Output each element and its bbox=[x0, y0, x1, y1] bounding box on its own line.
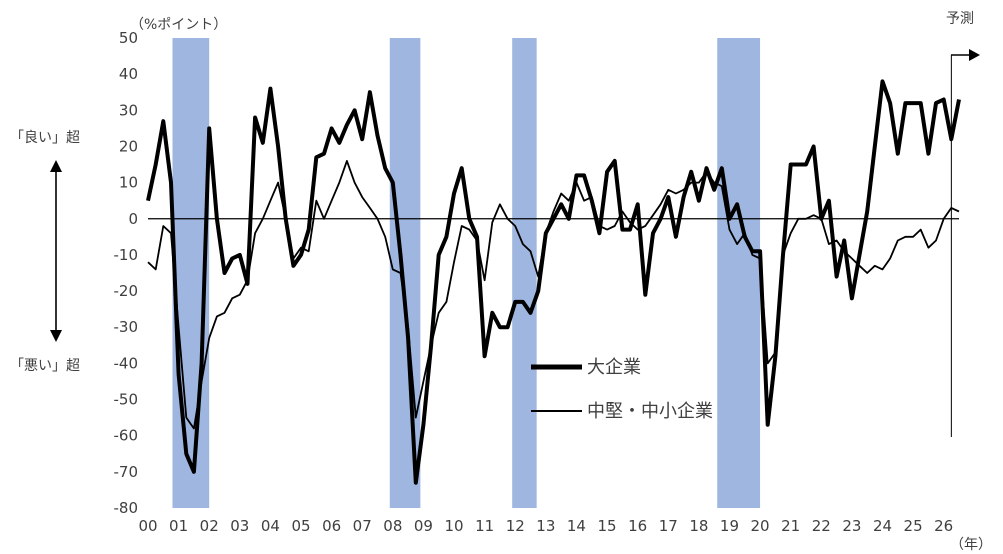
x-tick-label: 19 bbox=[720, 517, 739, 535]
x-tick-label: 17 bbox=[659, 517, 678, 535]
x-tick-label: 06 bbox=[322, 517, 341, 535]
recession-band-1 bbox=[389, 38, 421, 508]
x-tick-label: 22 bbox=[812, 517, 831, 535]
y-tick-label: 30 bbox=[119, 101, 138, 119]
x-tick-label: 20 bbox=[751, 517, 770, 535]
y-tick-label: -20 bbox=[114, 282, 139, 300]
x-tick-label: 16 bbox=[628, 517, 647, 535]
x-tick-label: 12 bbox=[506, 517, 525, 535]
x-tick-label: 00 bbox=[138, 517, 157, 535]
x-tick-label: 05 bbox=[291, 517, 310, 535]
x-tick-label: 07 bbox=[353, 517, 372, 535]
x-tick-label: 21 bbox=[781, 517, 800, 535]
x-tick-label: 15 bbox=[598, 517, 617, 535]
x-tick-label: 10 bbox=[444, 517, 463, 535]
y-tick-label: -70 bbox=[114, 463, 139, 481]
x-tick-label: 13 bbox=[536, 517, 555, 535]
series-line-mid-small bbox=[147, 160, 960, 430]
x-tick-label: 24 bbox=[873, 517, 892, 535]
y-tick-label: -10 bbox=[114, 246, 139, 264]
y-tick-label: 0 bbox=[128, 210, 138, 228]
recession-shading bbox=[172, 38, 761, 508]
y-tick-label: -80 bbox=[114, 499, 139, 517]
x-tick-label: 11 bbox=[475, 517, 494, 535]
x-tick-label: 18 bbox=[689, 517, 708, 535]
y-tick-label: -50 bbox=[114, 391, 139, 409]
series-lines bbox=[146, 79, 961, 485]
y-tick-label: 40 bbox=[119, 65, 138, 83]
x-tick-label: 04 bbox=[261, 517, 280, 535]
side-label-good: 「良い」超 bbox=[10, 130, 80, 146]
x-tick-label: 02 bbox=[200, 517, 219, 535]
legend: 大企業 中堅・中小企業 bbox=[531, 357, 713, 422]
y-tick-label: 20 bbox=[119, 137, 138, 155]
legend-label-mid-small: 中堅・中小企業 bbox=[587, 401, 713, 422]
x-tick-label: 14 bbox=[567, 517, 586, 535]
x-axis: 00 01 02 03 04 05 06 07 08 09 10 11 12 13 14 15 16 17 18 19… bbox=[138, 517, 953, 535]
y-tick-label: -30 bbox=[114, 318, 139, 336]
x-tick-label: 09 bbox=[414, 517, 433, 535]
x-unit-label: （年） bbox=[950, 537, 992, 553]
y-tick-label: 50 bbox=[119, 29, 138, 47]
recession-band-3 bbox=[717, 38, 761, 508]
x-tick-label: 23 bbox=[842, 517, 861, 535]
series-line-large bbox=[146, 79, 961, 485]
y-axis: 50 40 30 20 10 0 -10 -20 -30 -40 -50 -60 -70 -80 bbox=[114, 29, 139, 517]
updown-arrow-icon bbox=[50, 160, 62, 342]
y-tick-label: -60 bbox=[114, 427, 139, 445]
x-tick-label: 26 bbox=[934, 517, 953, 535]
forecast-arrow-icon bbox=[951, 49, 980, 61]
y-unit-label: （%ポイント） bbox=[130, 17, 227, 33]
legend-label-large: 大企業 bbox=[587, 357, 641, 378]
recession-band-2 bbox=[512, 38, 537, 508]
x-tick-label: 08 bbox=[383, 517, 402, 535]
y-tick-label: 10 bbox=[119, 174, 138, 192]
x-tick-label: 25 bbox=[904, 517, 923, 535]
side-label-bad: 「悪い」超 bbox=[10, 358, 80, 374]
x-tick-label: 03 bbox=[230, 517, 249, 535]
forecast-label: 予測 bbox=[946, 11, 974, 27]
x-tick-label: 01 bbox=[169, 517, 188, 535]
y-tick-label: -40 bbox=[114, 354, 139, 372]
